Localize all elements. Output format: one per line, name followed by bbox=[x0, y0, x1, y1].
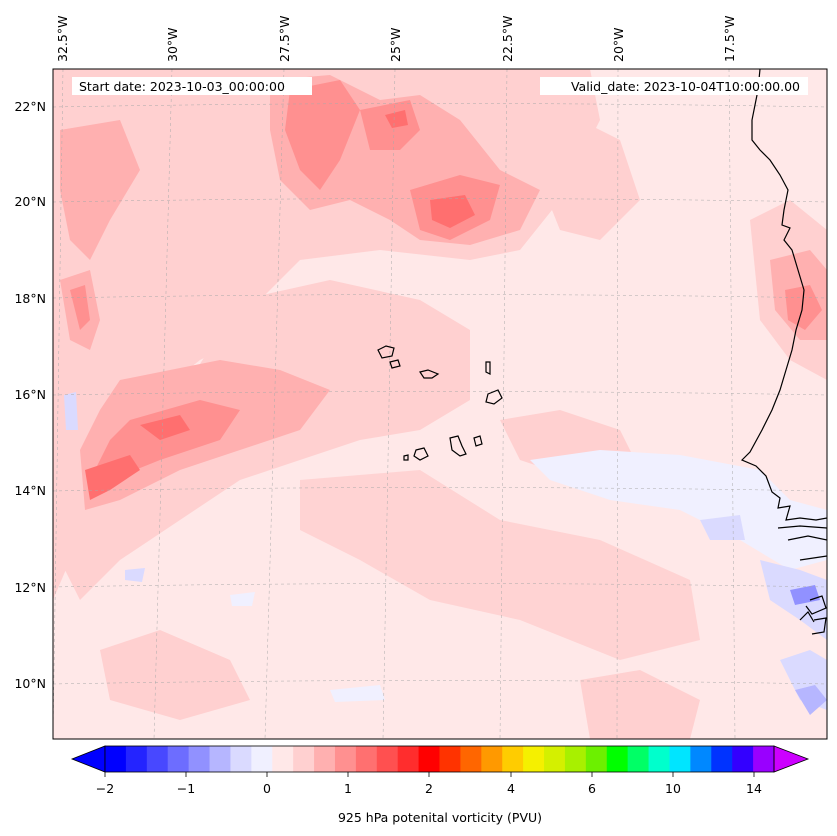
boa-vista-island bbox=[485, 389, 503, 405]
sao-vicente-island bbox=[389, 359, 401, 369]
maio-island bbox=[473, 435, 483, 447]
lat-tick-label: 10°N bbox=[14, 676, 46, 691]
colorbar-segment bbox=[669, 746, 691, 772]
colorbar-segment bbox=[690, 746, 712, 772]
lat-tick-label: 18°N bbox=[14, 291, 46, 306]
lon-tick-label: 30°W bbox=[165, 27, 180, 62]
colorbar-segment bbox=[251, 746, 273, 772]
colorbar-extend-high bbox=[773, 745, 810, 773]
colorbar-segment bbox=[188, 746, 211, 772]
colorbar-segment bbox=[105, 746, 127, 772]
colorbar-segment bbox=[125, 746, 148, 772]
lon-tick-label: 32.5°W bbox=[55, 16, 70, 62]
colorbar-segment bbox=[481, 746, 503, 772]
colorbar-segments bbox=[105, 746, 775, 772]
lon-tick-label: 17.5°W bbox=[722, 16, 737, 62]
colorbar-segment bbox=[209, 746, 232, 772]
colorbar-segment bbox=[355, 746, 378, 772]
colorbar: −2 −1 0 1 2 4 6 10 14 925 hPa potenital … bbox=[70, 745, 810, 825]
colorbar-tick-label: −2 bbox=[96, 781, 114, 796]
colorbar-segment bbox=[376, 746, 399, 772]
colorbar-segment bbox=[544, 746, 566, 772]
colorbar-segment bbox=[439, 746, 462, 772]
lat-tick-label: 14°N bbox=[14, 483, 46, 498]
colorbar-segment bbox=[564, 746, 587, 772]
map-panel bbox=[53, 69, 827, 739]
colorbar-tick-label: 0 bbox=[263, 781, 271, 796]
brava-island bbox=[403, 454, 409, 461]
colorbar-segment bbox=[314, 746, 336, 772]
santo-antao-island bbox=[377, 345, 395, 359]
lat-tick-label: 22°N bbox=[14, 99, 46, 114]
map-gridlines bbox=[53, 69, 827, 739]
cape-verde-islands bbox=[377, 345, 503, 461]
colorbar-segment bbox=[460, 746, 482, 772]
start-date-label: Start date: 2023-10-03_00:00:00 bbox=[79, 79, 285, 94]
colorbar-tick-label: 10 bbox=[665, 781, 681, 796]
sal-island bbox=[485, 361, 491, 375]
lat-tick-label: 16°N bbox=[14, 387, 46, 402]
colorbar-segment bbox=[418, 746, 441, 772]
santiago-island bbox=[449, 435, 467, 457]
valid-date-box bbox=[540, 77, 808, 95]
colorbar-tick-label: 6 bbox=[588, 781, 596, 796]
sao-nicolau-island bbox=[419, 369, 440, 379]
lon-tick-label: 22.5°W bbox=[500, 16, 515, 62]
valid-date-label: Valid_date: 2023-10-04T10:00:00.00 bbox=[571, 79, 800, 94]
colorbar-segment bbox=[167, 746, 190, 772]
lon-tick-label: 25°W bbox=[388, 27, 403, 62]
colorbar-ticks bbox=[104, 772, 755, 777]
colorbar-segment bbox=[627, 746, 650, 772]
colorbar-segment bbox=[272, 746, 294, 772]
colorbar-tick-label: 4 bbox=[507, 781, 515, 796]
colorbar-segment bbox=[606, 746, 629, 772]
colorbar-tick-label: 14 bbox=[746, 781, 762, 796]
map-frame bbox=[52, 68, 828, 740]
start-date-box bbox=[72, 77, 312, 95]
lon-tick-label: 20°W bbox=[611, 27, 626, 62]
colorbar-segment bbox=[230, 746, 252, 772]
colorbar-segment bbox=[732, 746, 754, 772]
colorbar-tick-label: 2 bbox=[425, 781, 433, 796]
longitude-tick-labels: 32.5°W 30°W 27.5°W 25°W 22.5°W 20°W 17.5… bbox=[55, 16, 737, 62]
lon-tick-label: 27.5°W bbox=[277, 16, 292, 62]
colorbar-segment bbox=[146, 746, 169, 772]
africa-coastline bbox=[740, 69, 827, 521]
latitude-tick-labels: 22°N 20°N 18°N 16°N 14°N 12°N 10°N bbox=[14, 99, 46, 691]
colorbar-extend-low bbox=[70, 745, 106, 773]
colorbar-segment bbox=[397, 746, 420, 772]
colorbar-tick-label: 1 bbox=[344, 781, 352, 796]
colorbar-segment bbox=[585, 746, 608, 772]
colorbar-segment bbox=[648, 746, 671, 772]
fogo-island bbox=[413, 447, 429, 461]
colorbar-segment bbox=[753, 746, 775, 772]
colorbar-title: 925 hPa potenital vorticity (PVU) bbox=[338, 810, 542, 825]
colorbar-segment bbox=[523, 746, 545, 772]
colorbar-segment bbox=[711, 746, 733, 772]
coastline bbox=[740, 69, 827, 635]
lat-tick-label: 20°N bbox=[14, 194, 46, 209]
colorbar-segment bbox=[502, 746, 524, 772]
colorbar-segment bbox=[334, 746, 357, 772]
lat-tick-label: 12°N bbox=[14, 580, 46, 595]
colorbar-frame bbox=[104, 745, 775, 773]
colorbar-tick-label: −1 bbox=[177, 781, 195, 796]
gambia-coastline bbox=[777, 525, 827, 541]
colorbar-segment bbox=[293, 746, 315, 772]
guinea-coastline bbox=[799, 555, 827, 635]
pv-contour-field bbox=[53, 69, 827, 739]
